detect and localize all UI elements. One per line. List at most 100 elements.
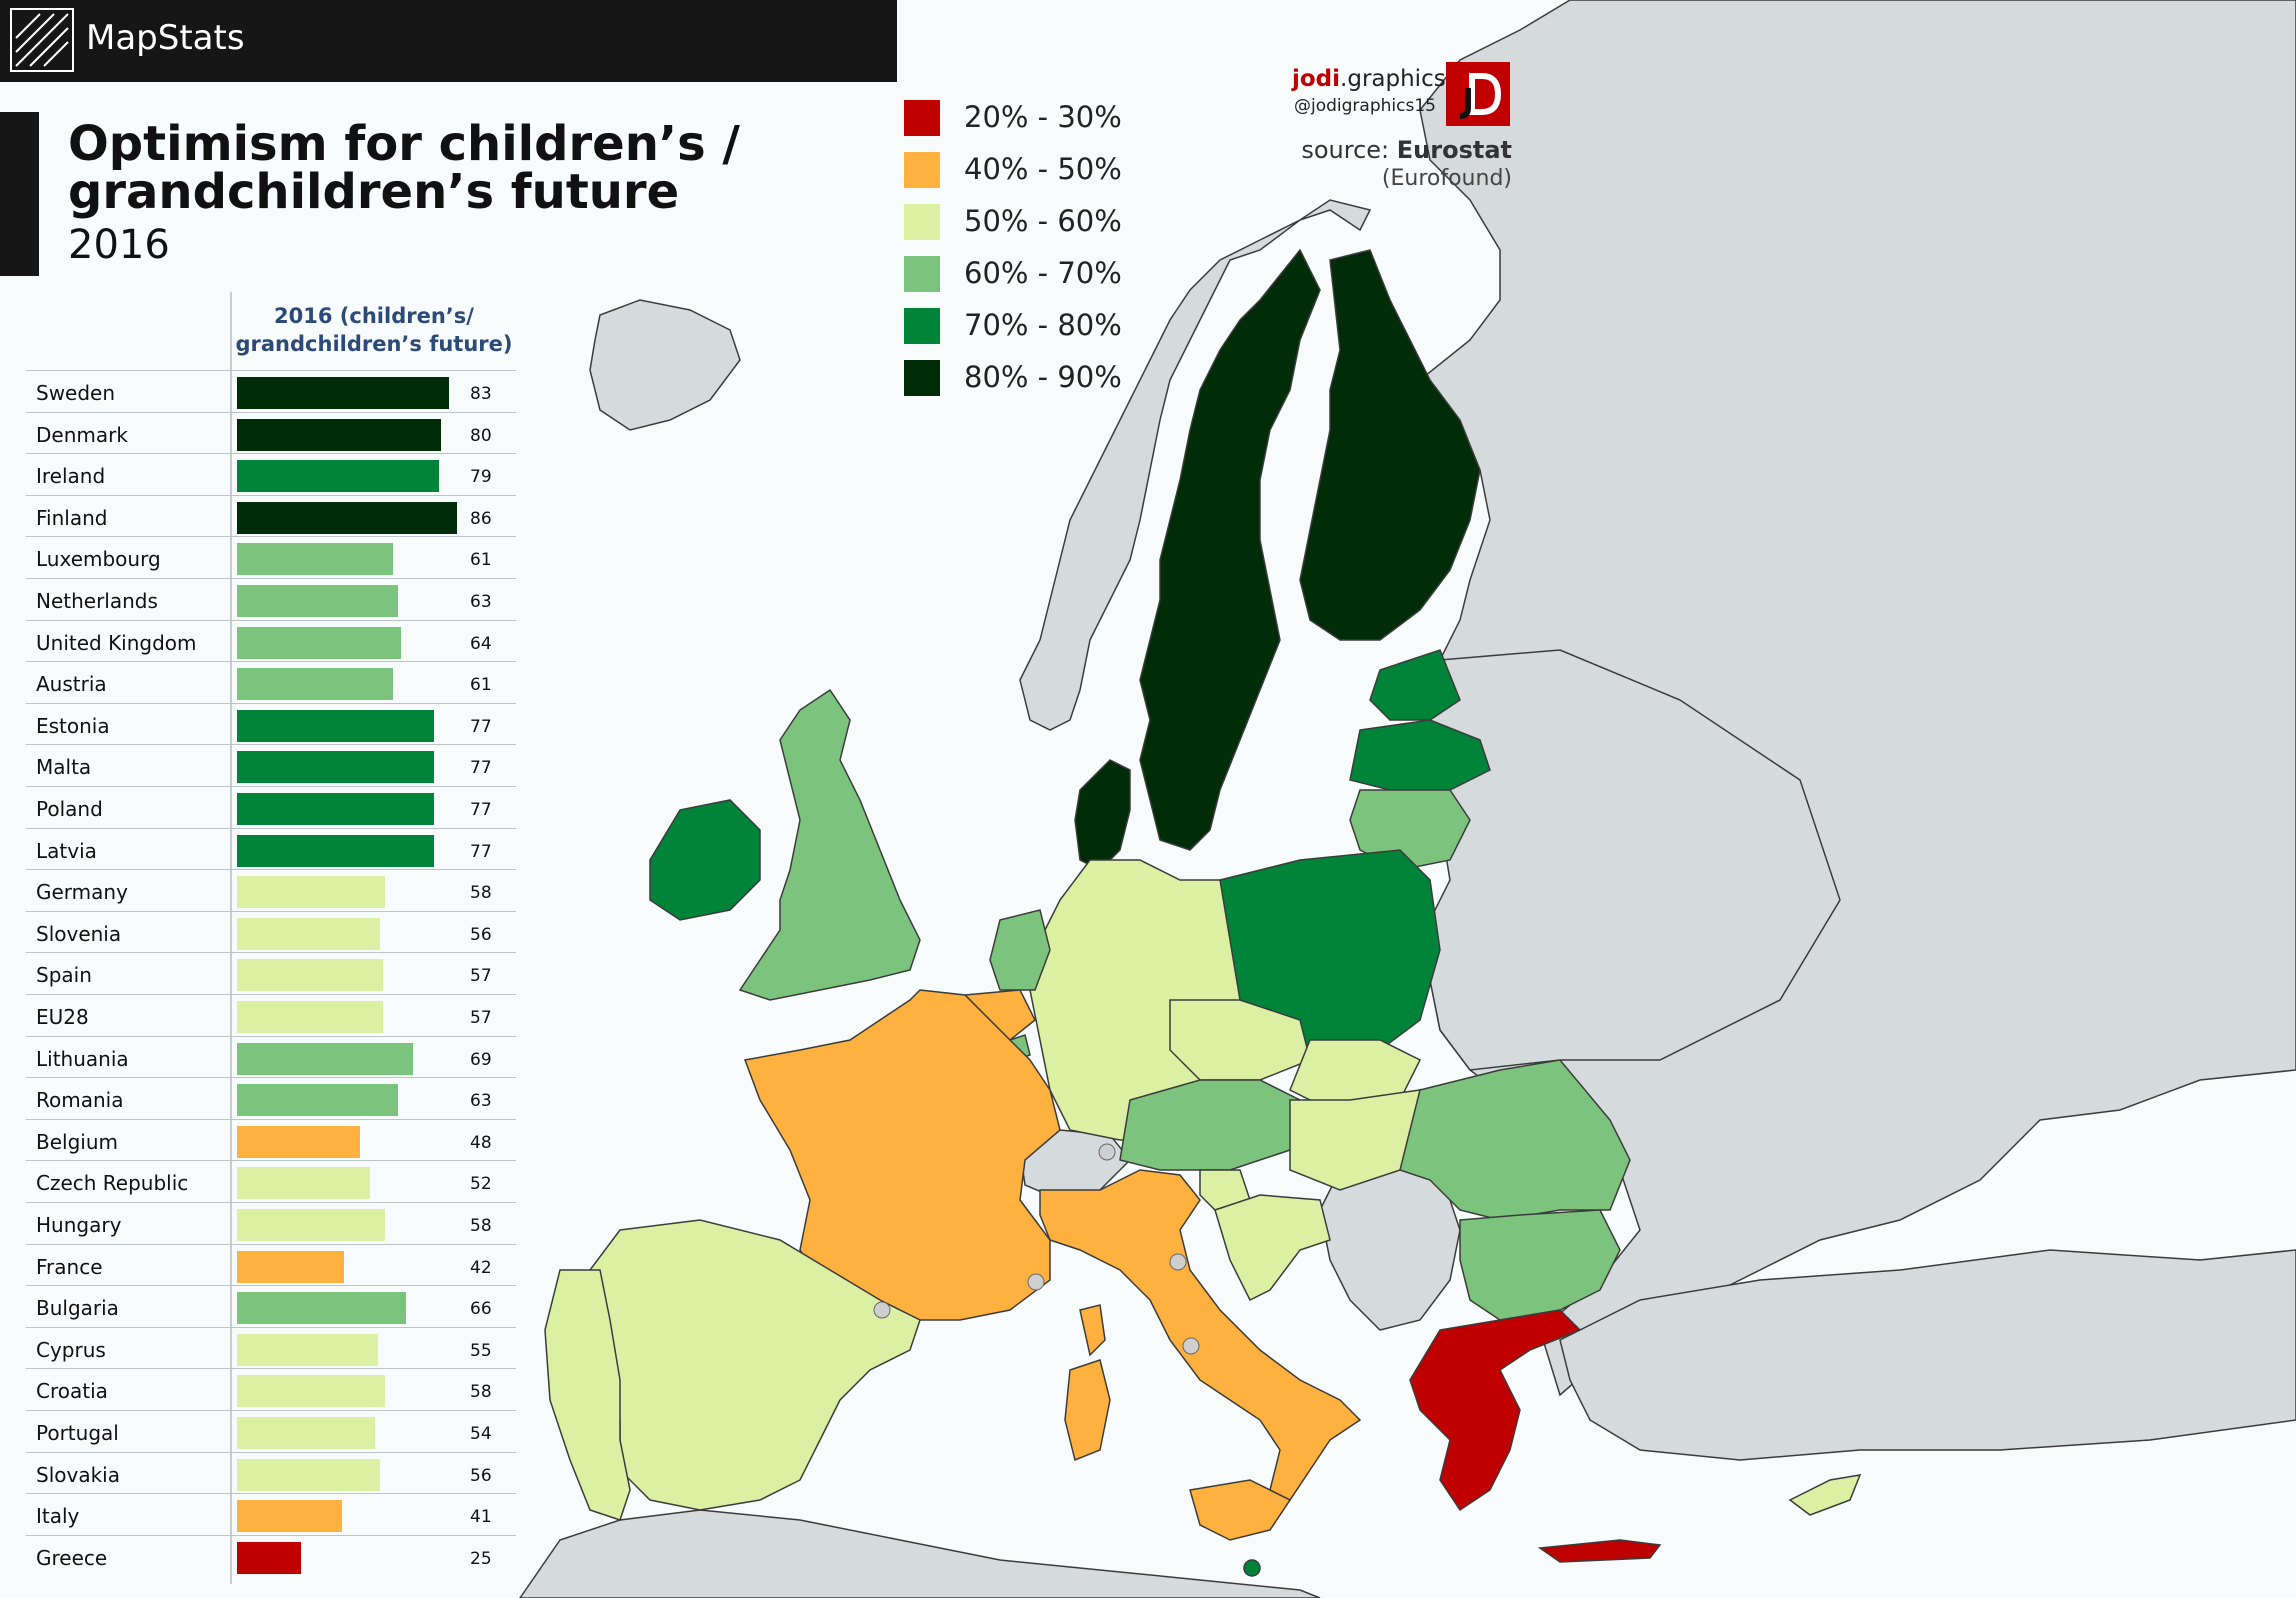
country-netherlands (989, 909, 1051, 991)
country-denmark (1074, 759, 1131, 871)
row-country: Slovenia (36, 921, 122, 946)
table-divider (230, 292, 232, 1584)
row-value: 55 (470, 1340, 492, 1361)
eu-countries (544, 248, 1862, 1577)
country-lithuania (1349, 789, 1471, 871)
legend-swatch (904, 308, 940, 344)
row-country: Belgium (36, 1129, 118, 1154)
table-row: Sweden 83 (26, 370, 516, 413)
credit-name-rest: .graphics (1340, 66, 1446, 92)
row-country: Ireland (36, 464, 106, 489)
row-value: 42 (470, 1257, 492, 1278)
row-bar (237, 1125, 360, 1158)
row-bar (237, 626, 401, 659)
row-country: Spain (36, 963, 92, 988)
row-value: 41 (470, 1507, 492, 1528)
source-note: (Eurofound) (1381, 166, 1512, 191)
row-country: United Kingdom (36, 630, 197, 655)
row-country: EU28 (36, 1005, 89, 1029)
row-country: Italy (36, 1504, 80, 1529)
table-header-line-2: grandchildren’s future) (235, 332, 513, 356)
table-row: Hungary 58 (26, 1202, 516, 1245)
row-value: 64 (470, 633, 492, 654)
row-value: 77 (470, 758, 492, 779)
source-line: source: Eurostat (1301, 136, 1512, 164)
row-country: Estonia (36, 713, 110, 738)
row-value: 58 (470, 883, 492, 904)
source-prefix: source: (1301, 136, 1397, 164)
legend-item: 40% - 50% (902, 150, 1162, 190)
table-row: Poland 77 (26, 786, 516, 829)
table-row: Finland 86 (26, 494, 516, 538)
row-bar (237, 876, 386, 909)
row-value: 61 (470, 550, 492, 571)
table-row: France 42 (26, 1243, 516, 1287)
row-value: 77 (470, 841, 492, 862)
title-accent-bar (0, 112, 39, 276)
row-country: Finland (36, 505, 108, 530)
row-bar (237, 1541, 301, 1574)
row-value: 54 (470, 1424, 492, 1444)
island-sicily (1189, 1479, 1292, 1541)
row-country: Austria (36, 672, 107, 697)
table-header: 2016 (children’s/ grandchildren’s future… (232, 302, 516, 358)
row-country: Malta (36, 755, 92, 780)
row-bar (237, 1167, 370, 1200)
country-romania (1399, 1059, 1631, 1221)
country-portugal (544, 1269, 631, 1521)
table-row: Latvia 77 (26, 827, 516, 871)
row-value: 69 (470, 1049, 492, 1070)
row-value: 57 (470, 1008, 492, 1028)
table-row: EU28 57 (26, 994, 516, 1037)
country-italy (1039, 1169, 1362, 1501)
table-row: Cyprus 55 (26, 1326, 516, 1370)
row-country: Lithuania (36, 1046, 129, 1071)
row-country: Latvia (36, 838, 97, 863)
table-row: Romania 63 (26, 1077, 516, 1120)
country-cyprus (1788, 1474, 1862, 1516)
legend-label: 50% - 60% (964, 204, 1122, 238)
non-eu-landmass (519, 0, 2296, 1598)
table-row: Belgium 48 (26, 1118, 516, 1162)
table-row: Italy 41 (26, 1493, 516, 1536)
legend-swatch (904, 152, 940, 188)
legend-swatch (904, 204, 940, 240)
row-bar (237, 1250, 345, 1283)
row-bar (237, 1458, 381, 1491)
row-bar (237, 1417, 375, 1449)
row-value: 86 (470, 508, 492, 529)
country-croatia (1214, 1194, 1331, 1302)
legend-item: 80% - 90% (902, 358, 1162, 398)
row-bar (237, 917, 381, 950)
page-title: Optimism for children’s / grandchildren’… (68, 120, 740, 216)
row-bar (237, 959, 383, 992)
table-row: Slovakia 56 (26, 1451, 516, 1495)
row-bar (237, 1042, 414, 1075)
row-bar (237, 377, 450, 409)
row-bar (237, 460, 439, 493)
mapstats-logo-icon (10, 8, 74, 72)
row-value: 48 (470, 1132, 492, 1153)
title-line-2: grandchildren’s future (68, 164, 680, 220)
country-ireland (649, 799, 761, 921)
row-bar (237, 585, 398, 617)
row-value: 56 (470, 924, 492, 945)
data-table: 2016 (children’s/ grandchildren’s future… (26, 292, 516, 1584)
country-malta (1243, 1559, 1261, 1577)
row-value: 63 (470, 1091, 492, 1112)
row-value: 80 (470, 425, 492, 446)
table-header-line-1: 2016 (children’s/ (274, 304, 474, 328)
country-sweden (1139, 248, 1321, 851)
city-markers (873, 1143, 1200, 1355)
row-bar (237, 709, 434, 742)
legend-label: 80% - 90% (964, 360, 1122, 394)
credit-handle: @jodigraphics15 (1294, 96, 1436, 116)
row-value: 57 (470, 966, 492, 987)
row-bar (237, 501, 457, 534)
row-value: 83 (470, 384, 492, 404)
legend-item: 20% - 30% (902, 98, 1162, 138)
row-bar (237, 1084, 398, 1117)
row-bar (237, 793, 434, 825)
row-country: Greece (36, 1545, 108, 1570)
